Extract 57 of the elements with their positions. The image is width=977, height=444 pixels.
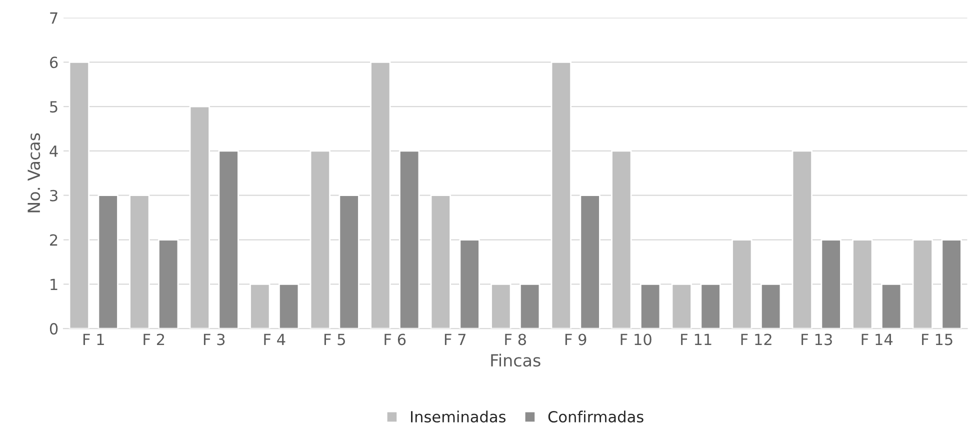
x-tick-label: F 9 (565, 334, 586, 346)
x-axis-title: Fincas (491, 354, 540, 367)
bar (912, 239, 933, 329)
x-tick-label: F 10 (620, 334, 652, 346)
bar (430, 194, 451, 329)
bar (98, 194, 118, 329)
y-tick-label: 1 (50, 278, 58, 290)
bar (158, 239, 179, 329)
bar (338, 194, 360, 329)
bar (580, 194, 600, 329)
y-tick-label: 0 (50, 323, 58, 335)
bar (941, 239, 962, 329)
y-tick-label: 4 (50, 146, 58, 157)
bar (218, 150, 239, 329)
y-tick-label: 3 (50, 190, 58, 202)
y-tick-label: 5 (50, 101, 58, 113)
x-tick-label: F 2 (144, 334, 164, 346)
x-tick-label: F 15 (922, 334, 952, 346)
bar (370, 61, 391, 329)
bar (880, 283, 902, 329)
bar (189, 106, 210, 329)
bar (700, 283, 721, 329)
bar (760, 283, 782, 329)
x-tick-label: F 4 (264, 334, 286, 346)
x-tick-label: F 5 (324, 334, 345, 346)
legend-label: Inseminadas (411, 410, 506, 423)
x-tick-label: F 11 (681, 334, 712, 346)
bar (250, 283, 270, 329)
bar (398, 150, 420, 329)
x-tick-label: F 1 (83, 334, 104, 346)
bar (732, 239, 752, 329)
bar (820, 239, 842, 329)
x-tick-label: F 13 (802, 334, 832, 346)
x-tick-label: F 8 (505, 334, 526, 346)
bar (68, 61, 90, 329)
x-tick-label: F 7 (444, 334, 466, 346)
legend-label: Confirmadas (548, 410, 644, 423)
bar (852, 239, 873, 329)
bar (278, 283, 300, 329)
y-tick-label: 6 (50, 56, 58, 68)
x-tick-label: F 12 (741, 334, 772, 346)
x-tick-label: F 14 (862, 334, 893, 346)
x-tick-label: F 3 (204, 334, 225, 346)
bar (310, 150, 330, 329)
bar (490, 283, 512, 329)
y-tick-label: 7 (50, 12, 58, 24)
bar (611, 150, 632, 329)
bar (550, 61, 572, 329)
bar (671, 283, 692, 329)
bar (519, 283, 540, 329)
y-axis-title: No. Vacas (28, 133, 40, 212)
bar (640, 283, 661, 329)
y-tick-label: 2 (50, 234, 58, 246)
bar (792, 150, 812, 329)
x-tick-label: F 6 (384, 334, 406, 346)
bar (129, 194, 150, 329)
bar (459, 239, 480, 329)
